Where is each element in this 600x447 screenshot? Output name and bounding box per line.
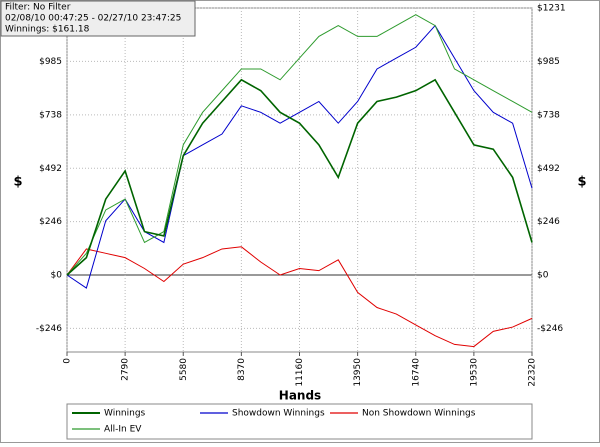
x-tick-label: 11160: [295, 358, 305, 387]
y-axis-label: $: [13, 175, 22, 190]
x-tick-label: 16740: [411, 358, 421, 387]
plot: -$246 -$246 $0 $0 $246 $246 $492 $492 $738 $738 $9…: [33, 4, 565, 387]
info-winnings: Winnings: $161.18: [5, 25, 90, 35]
x-tick-label: 8370: [237, 358, 247, 381]
x-tick-label: 5580: [179, 358, 189, 381]
x-tick-label: 0: [63, 358, 73, 364]
y-tick-label-right: $738: [537, 110, 560, 120]
y-tick-label-right: -$246: [537, 324, 563, 334]
y-tick-label-right: $1231: [537, 4, 566, 14]
y-tick-label: $492: [39, 164, 62, 174]
x-tick-label: 2790: [121, 358, 131, 381]
y-tick-label-right: $0: [537, 271, 549, 281]
legend-label: Winnings: [104, 409, 146, 419]
y-tick-label: -$246: [36, 324, 62, 334]
y-tick-label: $0: [51, 271, 63, 281]
series-line: [66, 14, 533, 276]
y-tick-label-right: $985: [537, 57, 560, 67]
info-box: [0, 0, 196, 37]
legend-label: Showdown Winnings: [232, 409, 325, 419]
x-axis-label: Hands: [279, 389, 321, 403]
x-tick-label: 22320: [528, 358, 538, 387]
info-dates: 02/08/10 00:47:25 - 02/27/10 23:47:25: [5, 14, 181, 24]
x-tick-label: 19530: [469, 358, 479, 387]
info-filter: Filter: No Filter: [5, 3, 71, 13]
y-tick-label-right: $246: [537, 217, 560, 227]
x-tick-label: 13950: [353, 358, 363, 387]
legend-box: [66, 403, 533, 440]
y-tick-label-right: $492: [537, 164, 560, 174]
y-tick-label: $985: [39, 57, 62, 67]
y-tick-label: $246: [39, 217, 62, 227]
series-line: [66, 78, 533, 276]
legend-label: All-In EV: [104, 425, 142, 435]
legend-label: Non Showdown Winnings: [362, 409, 476, 419]
y-tick-label: $738: [39, 110, 62, 120]
series-line: [66, 246, 533, 348]
y-axis-label-right: $: [577, 175, 586, 190]
